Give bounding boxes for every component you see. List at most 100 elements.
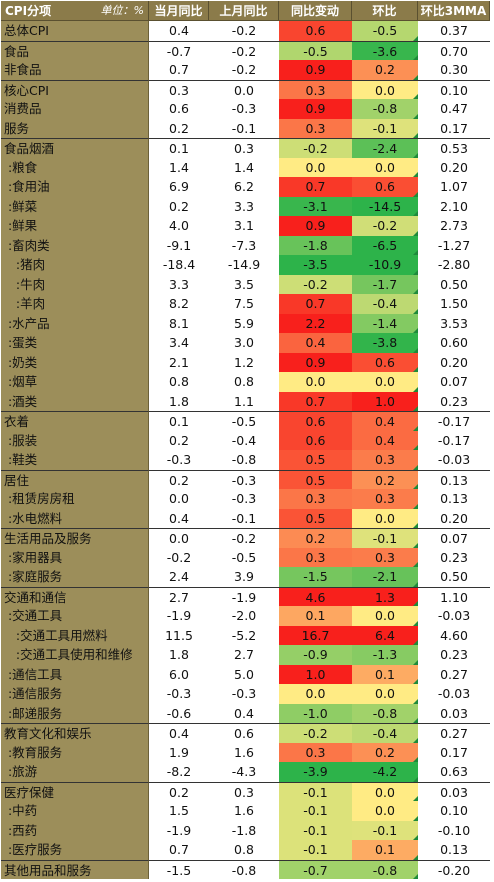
row-category-name: 居住 <box>1 469 149 489</box>
previous-yoy-cell: -1.8 <box>209 820 279 840</box>
previous-yoy-cell: 7.5 <box>209 294 279 314</box>
mom-cell: -0.1 <box>352 118 418 138</box>
mom-3mma-cell: 0.03 <box>418 703 490 723</box>
current-yoy-cell: 1.8 <box>149 391 209 411</box>
previous-yoy-cell: 1.2 <box>209 352 279 372</box>
current-yoy-cell: -0.3 <box>149 684 209 704</box>
mom-cell: -1.4 <box>352 313 418 333</box>
mom-cell: 0.0 <box>352 372 418 392</box>
mom-cell: -14.5 <box>352 196 418 216</box>
row-category-name: :畜肉类 <box>1 235 149 255</box>
mom-3mma-cell: 1.10 <box>418 586 490 606</box>
yoy-change-cell: -0.1 <box>279 801 352 821</box>
previous-yoy-cell: -0.5 <box>209 411 279 431</box>
previous-yoy-cell: -4.3 <box>209 762 279 782</box>
row-category-name: :烟草 <box>1 372 149 392</box>
yoy-change-cell: -1.0 <box>279 703 352 723</box>
current-yoy-cell: -1.9 <box>149 820 209 840</box>
previous-yoy-cell: -0.3 <box>209 489 279 509</box>
yoy-change-cell: 4.6 <box>279 586 352 606</box>
row-category-name: :牛肉 <box>1 274 149 294</box>
table-row: :蛋类 3.4 3.0 0.4 -3.8 0.60 <box>1 333 490 353</box>
row-category-name: :羊肉 <box>1 294 149 314</box>
current-yoy-cell: 3.4 <box>149 333 209 353</box>
header-category-label: CPI分项 <box>5 4 52 18</box>
row-category-name: :交通工具用燃料 <box>1 625 149 645</box>
yoy-change-cell: 0.9 <box>279 60 352 80</box>
row-category-name: :旅游 <box>1 762 149 782</box>
table-row: 非食品 0.7 -0.2 0.9 0.2 0.30 <box>1 60 490 80</box>
yoy-change-cell: 0.9 <box>279 216 352 236</box>
current-yoy-cell: 1.8 <box>149 645 209 665</box>
row-category-name: :水电燃料 <box>1 508 149 528</box>
yoy-change-cell: -3.1 <box>279 196 352 216</box>
previous-yoy-cell: 0.3 <box>209 138 279 158</box>
mom-cell: 0.3 <box>352 450 418 470</box>
table-row: 衣着 0.1 -0.5 0.6 0.4 -0.17 <box>1 411 490 431</box>
table-row: :中药 1.5 1.6 -0.1 0.0 0.10 <box>1 801 490 821</box>
current-yoy-cell: 0.2 <box>149 196 209 216</box>
yoy-change-cell: 16.7 <box>279 625 352 645</box>
mom-3mma-cell: -0.03 <box>418 684 490 704</box>
table-row: :畜肉类 -9.1 -7.3 -1.8 -6.5 -1.27 <box>1 235 490 255</box>
mom-cell: 0.6 <box>352 352 418 372</box>
current-yoy-cell: 6.0 <box>149 664 209 684</box>
previous-yoy-cell: -0.2 <box>209 40 279 60</box>
table-row: 消费品 0.6 -0.3 0.9 -0.8 0.47 <box>1 99 490 119</box>
table-row: 医疗保健 0.2 0.3 -0.1 0.0 0.03 <box>1 781 490 801</box>
row-category-name: 衣着 <box>1 411 149 431</box>
row-category-name: 总体CPI <box>1 21 149 41</box>
mom-cell: 0.0 <box>352 79 418 99</box>
header-previous-yoy: 上月同比 <box>209 1 279 21</box>
header-mom-3mma: 环比3MMA <box>418 1 490 21</box>
current-yoy-cell: 6.9 <box>149 177 209 197</box>
row-category-name: 食品烟酒 <box>1 138 149 158</box>
yoy-change-cell: 0.3 <box>279 79 352 99</box>
header-mom: 环比 <box>352 1 418 21</box>
mom-cell: 0.1 <box>352 840 418 860</box>
mom-3mma-cell: 0.70 <box>418 40 490 60</box>
yoy-change-cell: 0.0 <box>279 684 352 704</box>
table-row: :交通工具用燃料 11.5 -5.2 16.7 6.4 4.60 <box>1 625 490 645</box>
mom-3mma-cell: 0.20 <box>418 157 490 177</box>
row-category-name: :租赁房房租 <box>1 489 149 509</box>
current-yoy-cell: 4.0 <box>149 216 209 236</box>
mom-3mma-cell: 0.03 <box>418 781 490 801</box>
mom-cell: -1.3 <box>352 645 418 665</box>
current-yoy-cell: 8.2 <box>149 294 209 314</box>
row-category-name: :蛋类 <box>1 333 149 353</box>
header-unit-label: 单位：% <box>100 4 144 17</box>
header-yoy-change: 同比变动 <box>279 1 352 21</box>
table-row: 食品烟酒 0.1 0.3 -0.2 -2.4 0.53 <box>1 138 490 158</box>
mom-cell: 0.3 <box>352 489 418 509</box>
mom-cell: -0.8 <box>352 99 418 119</box>
yoy-change-cell: -0.9 <box>279 645 352 665</box>
current-yoy-cell: 1.4 <box>149 157 209 177</box>
current-yoy-cell: 11.5 <box>149 625 209 645</box>
yoy-change-cell: 0.7 <box>279 391 352 411</box>
yoy-change-cell: -1.5 <box>279 567 352 587</box>
mom-cell: 0.2 <box>352 469 418 489</box>
mom-cell: -0.1 <box>352 820 418 840</box>
yoy-change-cell: 0.5 <box>279 508 352 528</box>
mom-cell: 1.3 <box>352 586 418 606</box>
table-row: :鲜果 4.0 3.1 0.9 -0.2 2.73 <box>1 216 490 236</box>
yoy-change-cell: 0.6 <box>279 21 352 41</box>
table-row: 总体CPI 0.4 -0.2 0.6 -0.5 0.37 <box>1 21 490 41</box>
yoy-change-cell: 0.3 <box>279 489 352 509</box>
previous-yoy-cell: -14.9 <box>209 255 279 275</box>
yoy-change-cell: 0.9 <box>279 99 352 119</box>
previous-yoy-cell: -0.8 <box>209 859 279 879</box>
previous-yoy-cell: -0.3 <box>209 99 279 119</box>
table-row: 食品 -0.7 -0.2 -0.5 -3.6 0.70 <box>1 40 490 60</box>
mom-cell: 1.0 <box>352 391 418 411</box>
mom-cell: 0.0 <box>352 157 418 177</box>
current-yoy-cell: 0.0 <box>149 489 209 509</box>
table-row: :医疗服务 0.7 0.8 -0.1 0.1 0.13 <box>1 840 490 860</box>
yoy-change-cell: -1.8 <box>279 235 352 255</box>
mom-cell: -10.9 <box>352 255 418 275</box>
mom-3mma-cell: -1.27 <box>418 235 490 255</box>
row-category-name: :交通工具 <box>1 606 149 626</box>
row-category-name: 消费品 <box>1 99 149 119</box>
table-row: :酒类 1.8 1.1 0.7 1.0 0.23 <box>1 391 490 411</box>
